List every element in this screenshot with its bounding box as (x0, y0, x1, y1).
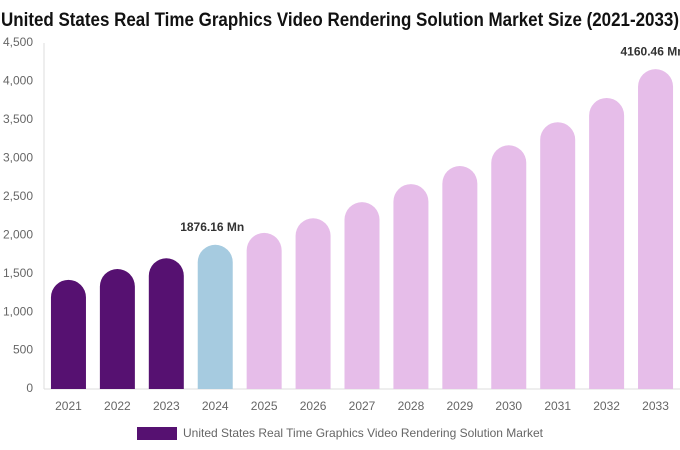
y-tick-label: 0 (26, 381, 33, 395)
x-tick-label: 2027 (349, 399, 376, 413)
y-tick-label: 1,500 (3, 266, 33, 280)
x-tick-label: 2032 (593, 399, 620, 413)
x-tick-label: 2026 (300, 399, 327, 413)
y-tick-label: 4,000 (3, 74, 33, 88)
bar (540, 122, 576, 389)
x-tick-label: 2033 (642, 399, 669, 413)
y-tick-label: 3,500 (3, 112, 33, 126)
x-tick-label: 2024 (202, 399, 229, 413)
bar (50, 279, 86, 389)
y-tick-label: 2,500 (3, 189, 33, 203)
x-tick-label: 2021 (55, 399, 82, 413)
bar (442, 166, 478, 389)
bar (148, 258, 184, 389)
y-tick-label: 500 (13, 343, 33, 357)
bar (638, 69, 674, 390)
legend-swatch (137, 427, 177, 440)
x-tick-label: 2029 (446, 399, 473, 413)
y-tick-label: 3,000 (3, 151, 33, 165)
bar (344, 202, 380, 389)
bar (295, 218, 331, 389)
legend-label: United States Real Time Graphics Video R… (183, 426, 544, 440)
bar (589, 97, 625, 389)
value-label: 1876.16 Mn (180, 220, 244, 234)
bar (491, 145, 527, 389)
chart-title: United States Real Time Graphics Video R… (1, 10, 679, 31)
value-label: 4160.46 Mn (621, 44, 680, 58)
x-tick-label: 2028 (398, 399, 425, 413)
y-tick-label: 4,500 (3, 35, 33, 49)
bar (99, 269, 135, 389)
y-tick-label: 1,000 (3, 304, 33, 318)
x-tick-label: 2031 (544, 399, 571, 413)
x-tick-label: 2025 (251, 399, 278, 413)
x-tick-label: 2023 (153, 399, 180, 413)
bar (246, 232, 282, 389)
bar (197, 244, 233, 389)
x-tick-label: 2022 (104, 399, 131, 413)
x-tick-label: 2030 (495, 399, 522, 413)
bar (393, 184, 429, 389)
y-tick-label: 2,000 (3, 227, 33, 241)
